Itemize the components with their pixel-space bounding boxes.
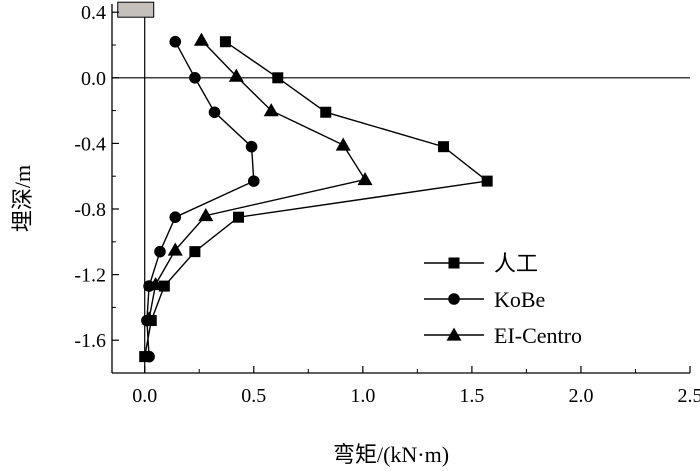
data-point <box>481 175 493 187</box>
data-point <box>154 245 166 258</box>
data-point <box>245 140 258 153</box>
data-point <box>320 106 332 118</box>
legend-label: KoBe <box>494 287 545 312</box>
axes: 0.4 0.0 -0.4 -0.8 -1.2 -1.6 0.0 0.5 1.0 1.5 2.0 2.5 <box>74 1 700 407</box>
data-point <box>219 36 231 48</box>
series-line <box>144 41 489 357</box>
data-point <box>233 211 245 223</box>
x-tick-label: 0.5 <box>241 385 266 407</box>
y-tick-label: 0.0 <box>81 68 106 90</box>
legend-label: EI-Centro <box>494 323 582 348</box>
legend-label: 人工 <box>494 251 538 276</box>
data-point <box>247 175 260 187</box>
legend-marker <box>448 257 460 269</box>
x-tick-label: 2.0 <box>568 385 593 407</box>
y-tick-label: -1.2 <box>74 265 106 287</box>
data-point <box>198 208 214 222</box>
legend-entry-3: EI-Centro <box>424 323 582 348</box>
legend: 人工 KoBe EI-Centro <box>424 251 582 348</box>
data-point <box>357 171 373 186</box>
series-1 <box>139 36 493 363</box>
series-2 <box>141 35 260 363</box>
data-point <box>193 32 209 46</box>
series-3 <box>141 32 373 325</box>
y-tick-label: -1.6 <box>74 330 106 352</box>
legend-marker <box>448 293 460 305</box>
x-axis-title: 弯矩/(kN·m) <box>333 442 449 467</box>
x-tick-label: 1.0 <box>350 385 375 407</box>
data-point <box>143 350 155 363</box>
data-point <box>169 211 182 223</box>
y-axis-title: 埋深/m <box>10 165 35 232</box>
data-point <box>263 103 279 117</box>
data-point <box>148 276 164 291</box>
data-point <box>272 72 284 84</box>
data-point <box>141 311 157 325</box>
x-tick-label: 2.5 <box>678 385 700 407</box>
series-line <box>146 41 255 357</box>
data-point <box>438 141 450 153</box>
legend-marker <box>446 327 462 341</box>
y-tick-label: 0.4 <box>81 2 106 24</box>
data-point <box>189 246 201 258</box>
data-point <box>335 137 351 151</box>
legend-entry-2: KoBe <box>424 287 545 312</box>
data-point <box>208 106 221 119</box>
y-tick-label: -0.8 <box>74 199 106 221</box>
data-point <box>189 72 201 84</box>
series-layer <box>139 32 493 363</box>
data-point <box>169 35 182 48</box>
data-point <box>228 68 244 82</box>
y-tick-label: -0.4 <box>74 133 106 155</box>
legend-entry-1: 人工 <box>424 251 538 276</box>
pile-cap-marker <box>117 1 155 18</box>
x-tick-label: 1.5 <box>459 385 484 407</box>
data-point <box>158 280 170 292</box>
x-tick-label: 0.0 <box>132 385 157 407</box>
data-point <box>167 242 183 256</box>
